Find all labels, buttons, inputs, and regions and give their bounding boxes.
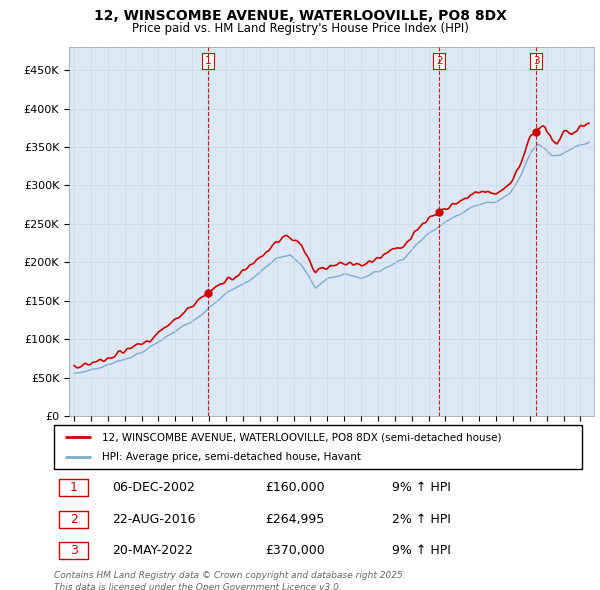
Text: 22-AUG-2016: 22-AUG-2016 [112, 513, 196, 526]
Text: 2: 2 [70, 513, 78, 526]
Text: 12, WINSCOMBE AVENUE, WATERLOOVILLE, PO8 8DX (semi-detached house): 12, WINSCOMBE AVENUE, WATERLOOVILLE, PO8… [101, 432, 501, 442]
Text: 06-DEC-2002: 06-DEC-2002 [112, 481, 195, 494]
Text: 20-MAY-2022: 20-MAY-2022 [112, 544, 193, 557]
Text: £370,000: £370,000 [265, 544, 325, 557]
Bar [59, 542, 88, 559]
Text: 9% ↑ HPI: 9% ↑ HPI [392, 544, 451, 557]
Text: 2% ↑ HPI: 2% ↑ HPI [392, 513, 451, 526]
Bar [59, 479, 88, 496]
Text: £160,000: £160,000 [265, 481, 325, 494]
Text: 12, WINSCOMBE AVENUE, WATERLOOVILLE, PO8 8DX: 12, WINSCOMBE AVENUE, WATERLOOVILLE, PO8… [94, 9, 506, 23]
Text: 2: 2 [436, 56, 443, 66]
Text: 9% ↑ HPI: 9% ↑ HPI [392, 481, 451, 494]
Text: £264,995: £264,995 [265, 513, 325, 526]
Text: Contains HM Land Registry data © Crown copyright and database right 2025.
This d: Contains HM Land Registry data © Crown c… [54, 571, 406, 590]
Text: 3: 3 [70, 544, 78, 557]
Bar [59, 510, 88, 528]
Text: HPI: Average price, semi-detached house, Havant: HPI: Average price, semi-detached house,… [101, 452, 361, 461]
Text: 3: 3 [533, 56, 539, 66]
Text: 1: 1 [70, 481, 78, 494]
Text: 1: 1 [205, 56, 211, 66]
Text: Price paid vs. HM Land Registry's House Price Index (HPI): Price paid vs. HM Land Registry's House … [131, 22, 469, 35]
